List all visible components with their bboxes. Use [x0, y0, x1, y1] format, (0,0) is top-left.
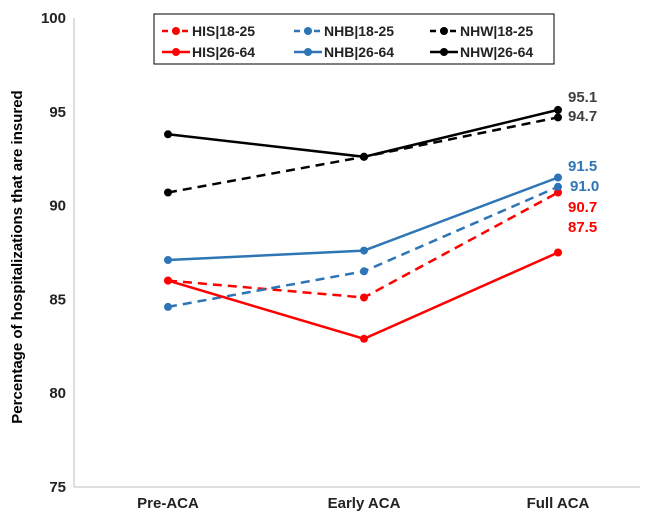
y-tick-label: 85	[49, 291, 66, 308]
legend-label: NHW|18-25	[460, 23, 533, 39]
legend-label: NHB|18-25	[324, 23, 394, 39]
legend-item: NHB|26-64	[294, 44, 394, 60]
legend-label: NHW|26-64	[460, 44, 533, 60]
y-tick-label: 95	[49, 104, 66, 121]
y-tick-label: 75	[49, 479, 66, 496]
series-his-18-25	[164, 188, 562, 302]
data-point	[554, 188, 562, 197]
data-point	[164, 302, 172, 311]
end-value-label: 91.0	[570, 178, 599, 195]
x-tick-label: Pre-ACA	[137, 495, 199, 512]
data-point	[554, 248, 562, 257]
x-tick-labels: Pre-ACA Early ACA Full ACA	[137, 495, 589, 512]
series-layer	[164, 105, 562, 343]
data-point	[360, 246, 368, 255]
legend-label: HIS|26-64	[192, 44, 255, 60]
legend-marker	[172, 27, 180, 35]
data-point	[554, 182, 562, 191]
legend-item: HIS|26-64	[162, 44, 255, 60]
data-point	[554, 173, 562, 182]
legend-marker	[304, 27, 312, 35]
axes	[73, 18, 640, 488]
y-axis-title: Percentage of hospitalizations that are …	[9, 90, 26, 423]
x-tick-label: Full ACA	[527, 495, 590, 512]
data-point	[360, 293, 368, 302]
data-point	[164, 276, 172, 285]
end-value-label: 94.7	[568, 108, 597, 125]
legend-item: HIS|18-25	[162, 23, 255, 39]
data-point	[554, 105, 562, 114]
series-line	[167, 108, 559, 159]
end-value-label: 87.5	[568, 219, 597, 236]
data-point	[360, 267, 368, 276]
series-his-26-64	[164, 248, 562, 343]
legend-box	[153, 13, 555, 65]
legend-item: NHW|26-64	[430, 44, 533, 60]
legend-item: NHW|18-25	[430, 23, 533, 39]
data-point	[554, 113, 562, 122]
series-nhw-26-64	[164, 105, 562, 161]
data-point	[360, 152, 368, 161]
data-point	[164, 188, 172, 197]
series-line	[167, 191, 559, 299]
data-point	[164, 256, 172, 264]
legend-label: NHB|26-64	[324, 44, 394, 60]
legend: HIS|18-25 NHB|18-25 NHW|18-25 HIS|26-64 NHB|…	[153, 13, 555, 65]
x-tick-label: Early ACA	[328, 495, 401, 512]
legend-label: HIS|18-25	[192, 23, 255, 39]
end-value-label: 91.5	[568, 158, 597, 175]
y-tick-label: 90	[49, 198, 66, 215]
y-tick-label: 80	[49, 385, 66, 402]
end-value-label: 95.1	[568, 89, 597, 106]
legend-marker	[440, 27, 448, 35]
data-point	[164, 130, 172, 139]
y-tick-label: 100	[41, 10, 66, 27]
y-tick-labels: 75 80 85 90 95 100	[41, 10, 66, 496]
series-nhb-18-25	[164, 182, 562, 311]
data-labels: 90.7 91.0 94.7 87.5 91.5 95.1	[568, 89, 599, 236]
legend-marker	[172, 48, 180, 56]
end-value-label: 90.7	[568, 199, 597, 216]
legend-marker	[304, 48, 312, 56]
data-point	[360, 334, 368, 343]
series-nhb-26-64	[164, 173, 562, 264]
legend-item: NHB|18-25	[294, 23, 394, 39]
legend-marker	[440, 48, 448, 56]
